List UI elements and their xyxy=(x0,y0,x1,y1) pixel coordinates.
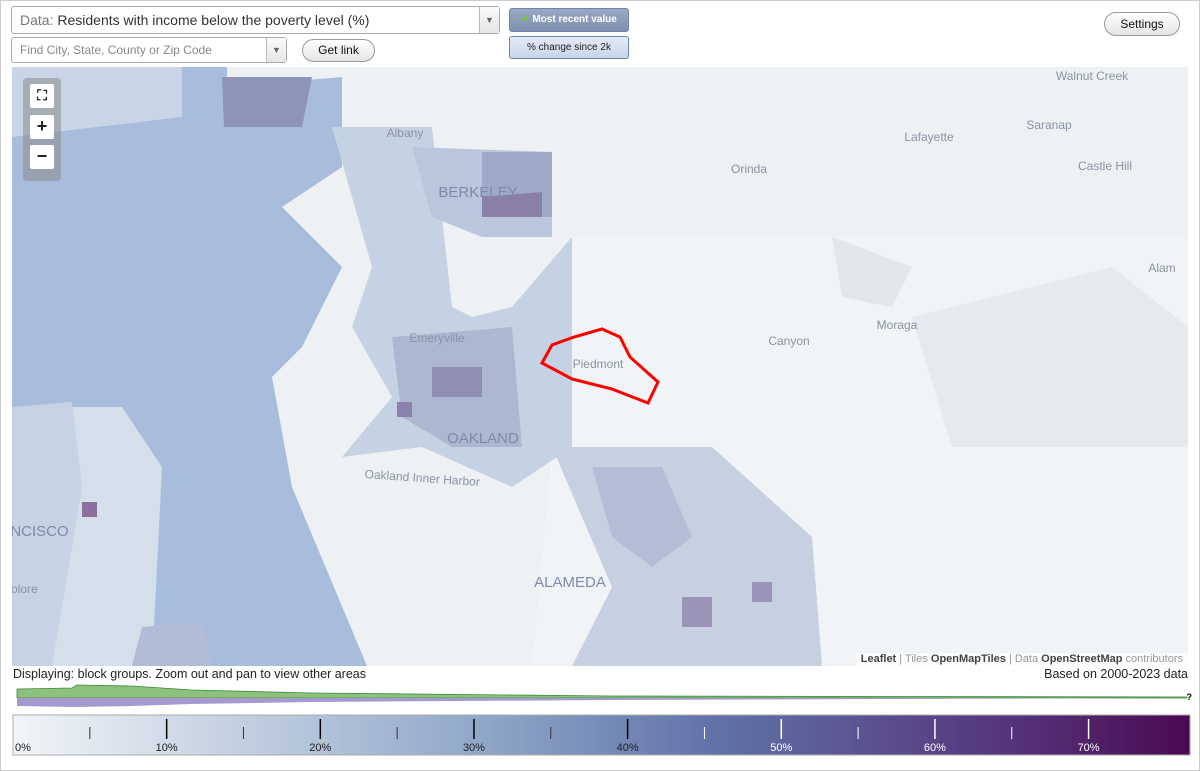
piedmont-outline xyxy=(539,327,660,405)
legend-tick-label: 20% xyxy=(309,742,331,754)
data-label: Data: xyxy=(20,12,54,28)
attribution-text: | Tiles xyxy=(899,653,928,665)
legend-tick-label: 40% xyxy=(617,742,639,754)
map-label: Alam xyxy=(1148,261,1175,275)
map-label: Piedmont xyxy=(573,357,624,371)
high-poverty-blocks xyxy=(482,192,542,217)
attribution-text: | Data xyxy=(1008,653,1039,665)
legend: 0% 10% 20% 30% 40% 50% 60% 70% xyxy=(12,714,1191,756)
histogram-distribution xyxy=(17,698,1187,707)
sf-blocks xyxy=(132,622,212,666)
legend-tick-label: 70% xyxy=(1078,742,1100,754)
legend-tick-label: 50% xyxy=(770,742,792,754)
data-select[interactable]: Data: Residents with income below the po… xyxy=(11,6,500,34)
map-label: Albany xyxy=(387,126,424,140)
map-label: AN FRANCISCO xyxy=(12,523,69,540)
status-text: Displaying: block groups. Zoom out and p… xyxy=(13,667,366,681)
map[interactable]: Walnut Creek Albany Lafayette Saranap BERKEL… xyxy=(12,67,1188,666)
get-link-button[interactable]: Get link xyxy=(302,39,375,62)
search-box[interactable]: Find City, State, County or Zip Code ▼ xyxy=(11,37,287,63)
dropdown-arrow: ▼ xyxy=(266,38,286,62)
most-recent-label: Most recent value xyxy=(532,14,617,25)
zoom-in-button[interactable]: + xyxy=(30,115,54,139)
map-label: Castle Hill xyxy=(1078,159,1132,173)
data-value: Residents with income below the poverty … xyxy=(57,12,370,28)
dropdown-arrow: ▼ xyxy=(479,7,499,33)
legend-tick-label: 0% xyxy=(15,742,31,754)
legend-tick-label: 30% xyxy=(463,742,485,754)
high-poverty-blocks xyxy=(432,367,482,397)
zoom-control: ⛶ + − xyxy=(23,78,61,181)
settings-button[interactable]: Settings xyxy=(1104,12,1180,36)
help-mark[interactable]: ? xyxy=(1187,692,1193,702)
map-label: yo Dolore xyxy=(12,582,38,596)
map-label: Canyon xyxy=(768,334,809,348)
most-recent-toggle[interactable]: ✔ Most recent value xyxy=(509,8,629,32)
map-label: Lafayette xyxy=(904,130,954,144)
high-poverty-blocks xyxy=(222,77,312,127)
histogram-recent xyxy=(16,684,1188,699)
attribution: Leaflet | Tiles OpenMapTiles | Data Open… xyxy=(855,653,1188,666)
data-years: Based on 2000-2023 data xyxy=(1044,667,1188,681)
change-toggle[interactable]: % change since 2k xyxy=(509,36,629,59)
attribution-leaflet[interactable]: Leaflet xyxy=(860,653,897,665)
hills xyxy=(832,237,912,307)
map-label: BERKELEY xyxy=(438,184,517,201)
attribution-tiles[interactable]: OpenMapTiles xyxy=(930,653,1006,665)
histogram: ? xyxy=(16,684,1193,707)
map-label: Walnut Creek xyxy=(1056,69,1129,83)
high-poverty-blocks xyxy=(397,402,412,417)
map-label: Moraga xyxy=(877,318,918,332)
map-label: ALAMEDA xyxy=(534,574,606,591)
map-label: Emeryville xyxy=(409,331,465,345)
legend-tick-label: 10% xyxy=(156,742,178,754)
legend-bar xyxy=(12,714,1191,756)
legend-tick-label: 60% xyxy=(924,742,946,754)
map-labels: Walnut Creek Albany Lafayette Saranap BERKEL… xyxy=(12,69,1176,596)
high-poverty-blocks xyxy=(82,502,97,517)
attribution-data[interactable]: OpenStreetMap xyxy=(1041,653,1123,665)
alameda-blocks xyxy=(592,467,692,567)
zoom-out-button[interactable]: − xyxy=(30,145,54,169)
map-label: OAKLAND xyxy=(447,430,519,447)
attribution-text: contributors xyxy=(1125,653,1183,665)
legend-ticks: 0% 10% 20% 30% 40% 50% 60% 70% xyxy=(15,719,1100,754)
fullscreen-button[interactable]: ⛶ xyxy=(30,84,54,108)
hills xyxy=(912,267,1188,447)
map-label: Orinda xyxy=(731,162,767,176)
map-label: Saranap xyxy=(1026,118,1072,132)
high-poverty-blocks xyxy=(682,597,712,627)
high-poverty-blocks xyxy=(752,582,772,602)
search-placeholder: Find City, State, County or Zip Code xyxy=(20,43,212,57)
sf-blocks xyxy=(12,402,82,666)
